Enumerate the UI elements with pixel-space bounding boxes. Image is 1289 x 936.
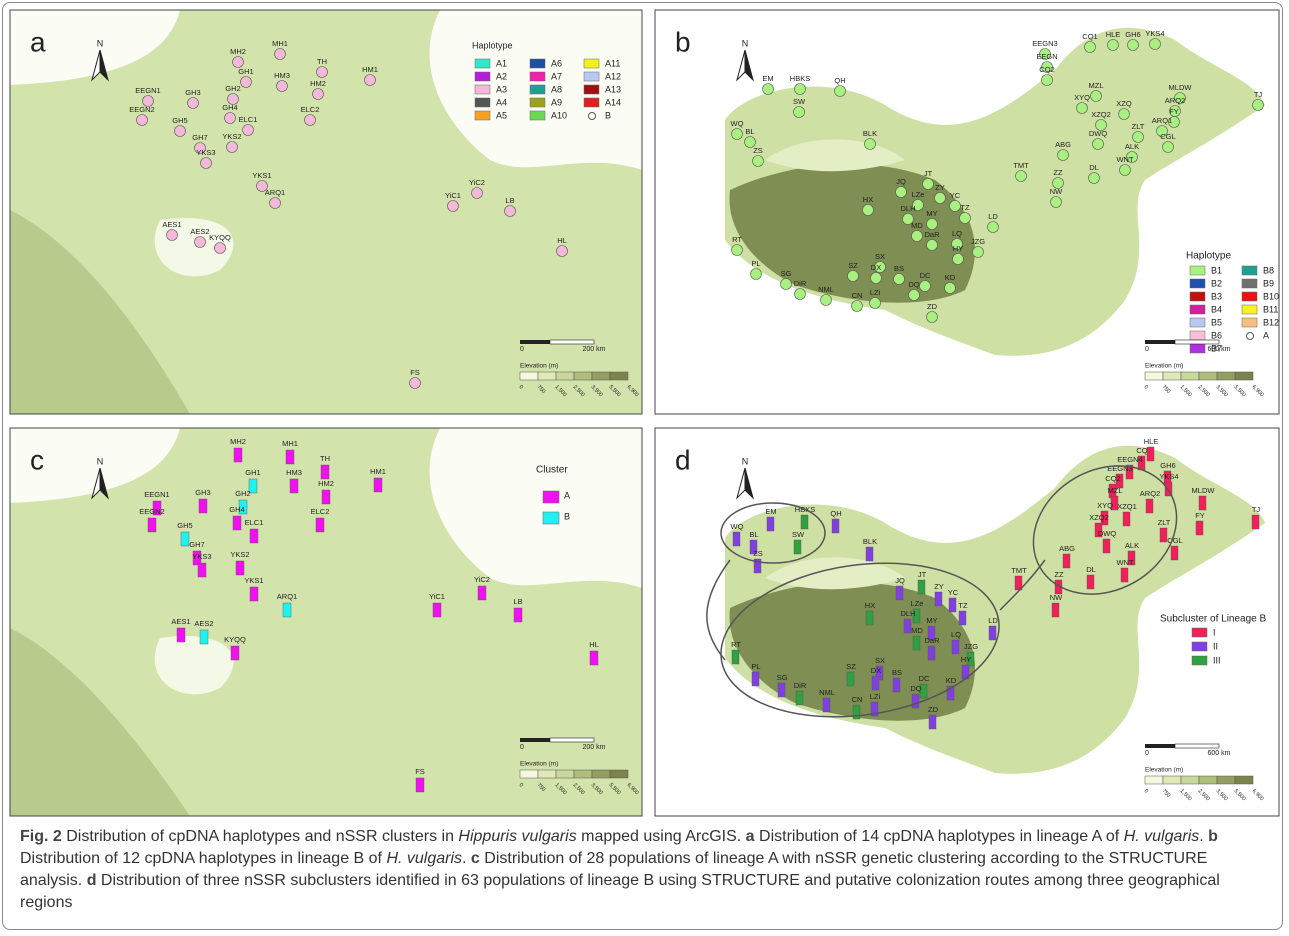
caption-species: Hippuris vulgaris	[458, 828, 576, 845]
figure-frame	[2, 2, 1283, 930]
caption-text: Distribution of 14 cpDNA haplotypes in l…	[755, 828, 1124, 845]
caption-text: mapped using ArcGIS.	[577, 828, 746, 845]
caption-text: .	[1199, 828, 1208, 845]
caption-label: Fig. 2	[20, 828, 62, 845]
caption-text: Distribution of three nSSR subclusters i…	[20, 872, 1220, 911]
caption-text: .	[462, 850, 471, 867]
caption-panel-letter: a	[746, 828, 755, 845]
caption-text: Distribution of 12 cpDNA haplotypes in l…	[20, 850, 386, 867]
caption-species: H. vulgaris	[1124, 828, 1200, 845]
caption-panel-letter: c	[471, 850, 480, 867]
caption-species: H. vulgaris	[386, 850, 462, 867]
page: aNMH2MH1THHM1HM3GH1HM2EEGN1GH3GH2EEGN2GH…	[0, 0, 1289, 936]
caption-text: Distribution of cpDNA haplotypes and nSS…	[62, 828, 459, 845]
caption-panel-letter: b	[1208, 828, 1218, 845]
caption: Fig. 2 Distribution of cpDNA haplotypes …	[20, 826, 1270, 914]
